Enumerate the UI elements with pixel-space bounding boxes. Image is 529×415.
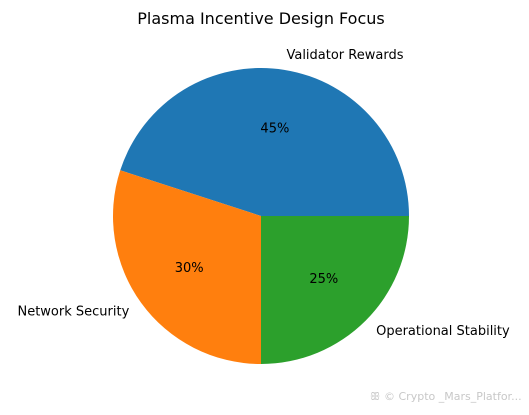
watermark: ꕥ © Crypto _Mars_Platfor... xyxy=(370,390,522,403)
slice-label-network-security: Network Security xyxy=(17,305,129,320)
pie-slice-validator-rewards xyxy=(120,67,410,217)
pie-labels: Validator Rewards 45% Network Security 30% O… xyxy=(17,48,510,339)
watermark-icon: ꕥ xyxy=(370,390,380,403)
watermark-text: © Crypto _Mars_Platfor... xyxy=(384,390,522,403)
pie-slice-operational-stability xyxy=(261,216,409,364)
percent-label-operational-stability: 25% xyxy=(309,272,338,287)
pie-slice-network-security xyxy=(112,170,261,364)
pie-slices xyxy=(112,67,410,364)
percent-label-network-security: 30% xyxy=(175,261,204,276)
percent-label-validator-rewards: 45% xyxy=(260,121,289,136)
slice-label-operational-stability: Operational Stability xyxy=(376,324,510,339)
chart-title: Plasma Incentive Design Focus xyxy=(137,9,385,28)
slice-label-validator-rewards: Validator Rewards xyxy=(286,48,403,63)
